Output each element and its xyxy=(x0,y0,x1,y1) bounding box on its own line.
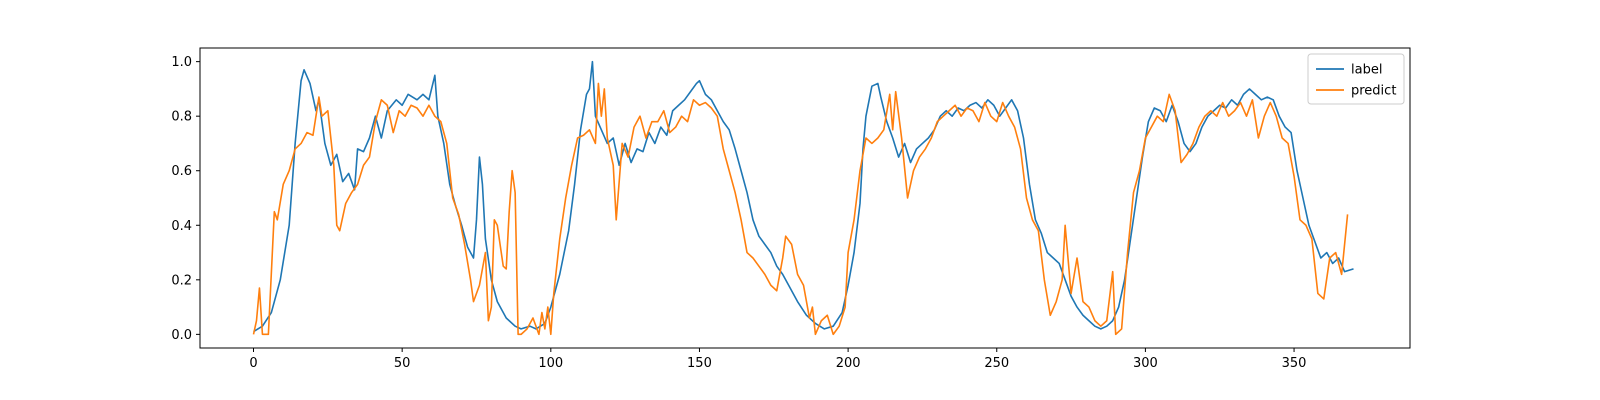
legend: label predict xyxy=(1307,53,1405,105)
series-line-label xyxy=(253,60,1354,333)
legend-label-label: label xyxy=(1351,63,1382,78)
plot-area-frame xyxy=(199,47,1411,349)
x-tick-label: 50 xyxy=(394,356,411,371)
y-tick-label: 0.4 xyxy=(171,219,192,234)
x-tick-label: 100 xyxy=(538,356,563,371)
legend-box xyxy=(1307,53,1405,105)
legend-label-predict: predict xyxy=(1351,84,1396,99)
x-tick-label: 150 xyxy=(687,356,712,371)
x-tick-label: 350 xyxy=(1282,356,1307,371)
series-layer xyxy=(252,60,1354,336)
series-line-predict xyxy=(252,82,1349,336)
y-tick-label: 0.6 xyxy=(171,164,192,179)
x-tick-label: 200 xyxy=(836,356,861,371)
y-tick-label: 0.8 xyxy=(171,110,192,125)
y-axis: 0.0 0.2 0.4 0.6 0.8 1.0 xyxy=(171,55,200,343)
x-tick-label: 0 xyxy=(249,356,257,371)
x-tick-label: 250 xyxy=(984,356,1009,371)
y-tick-label: 1.0 xyxy=(171,55,192,70)
x-tick-label: 300 xyxy=(1133,356,1158,371)
x-axis: 0 50 100 150 200 250 300 350 xyxy=(249,348,1306,371)
y-tick-label: 0.2 xyxy=(171,273,192,288)
y-tick-label: 0.0 xyxy=(171,328,192,343)
